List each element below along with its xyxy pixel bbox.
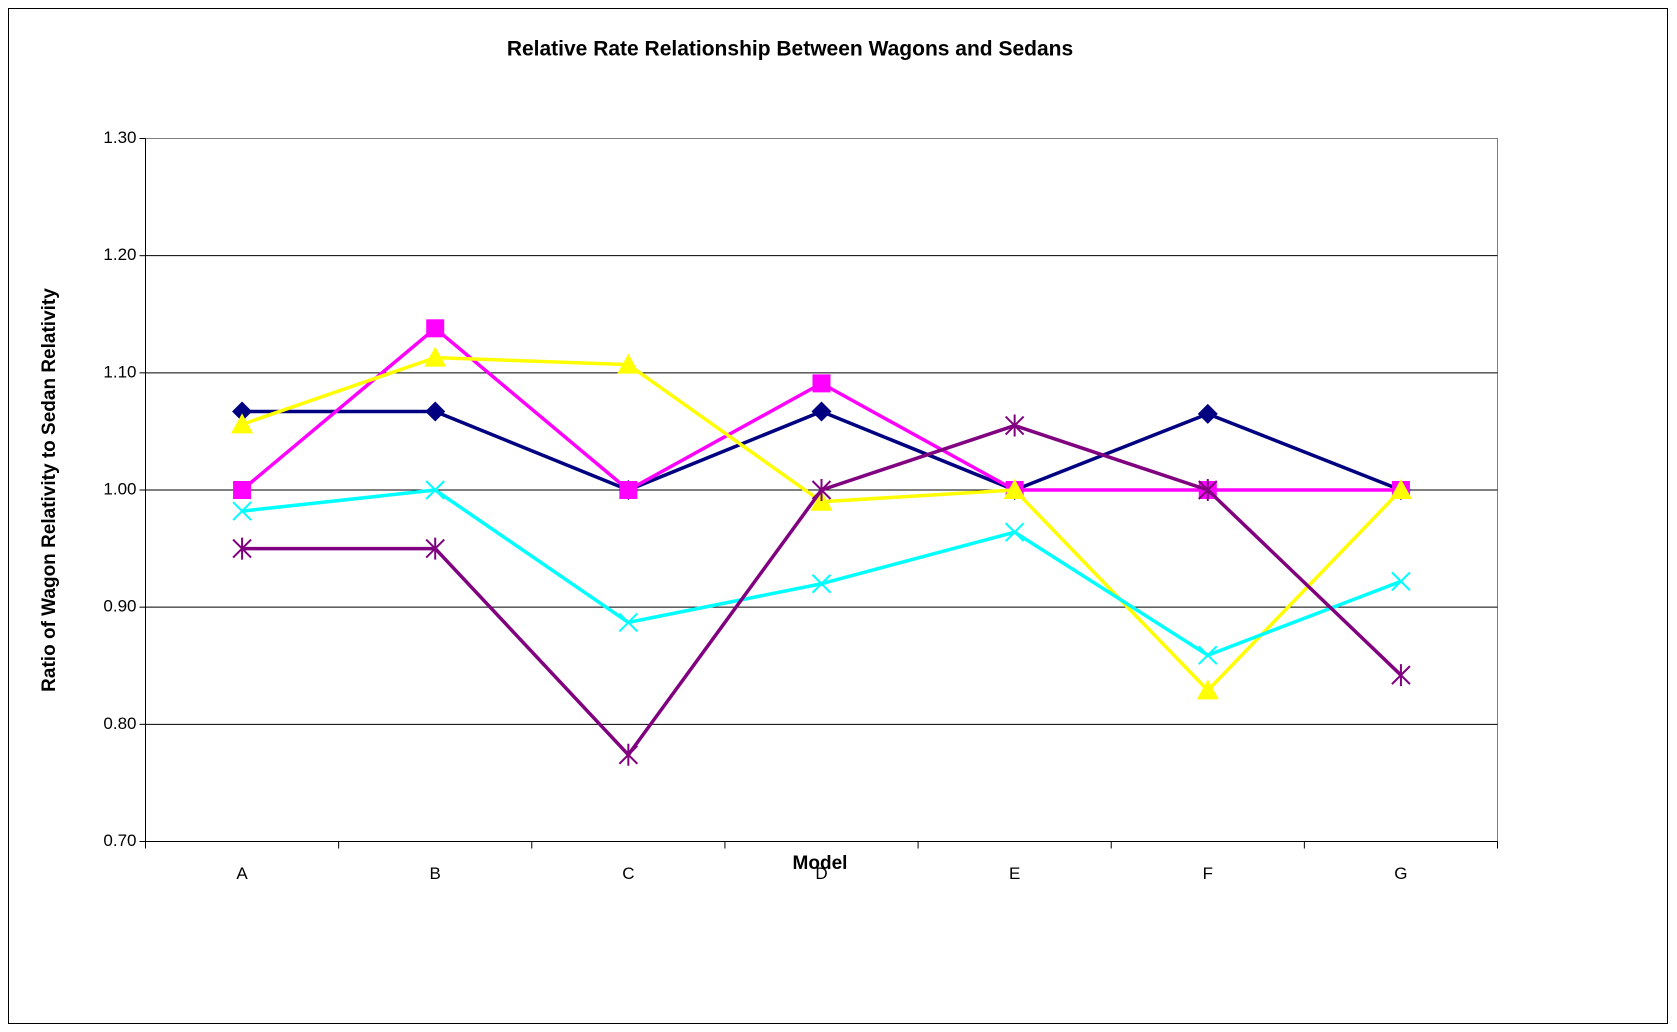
x-marker: [1391, 571, 1411, 592]
triangle-marker: [617, 353, 640, 374]
series: [231, 346, 1412, 700]
triangle-marker: [231, 413, 254, 434]
y-tick-label: 0.70: [103, 831, 136, 850]
star-marker: [232, 537, 252, 560]
triangle-marker: [1196, 679, 1219, 700]
y-tick-label: 1.00: [103, 479, 136, 498]
x-marker: [1004, 522, 1025, 542]
triangle-marker: [1003, 479, 1026, 499]
y-axis-title: Ratio of Wagon Relativity to Sedan Relat…: [39, 288, 60, 692]
x-marker: [425, 480, 445, 500]
star-marker: [811, 479, 832, 501]
x-marker: [811, 574, 832, 594]
x-tick-label: C: [622, 864, 634, 883]
y-tick-label: 0.90: [103, 597, 136, 616]
star-marker: [1004, 414, 1025, 437]
star-marker: [618, 743, 639, 766]
x-marker: [1198, 645, 1218, 665]
square-marker: [619, 481, 638, 499]
square-marker: [233, 481, 252, 499]
x-marker: [618, 612, 639, 633]
y-tick-label: 1.10: [103, 362, 136, 381]
chart-title: Relative Rate Relationship Between Wagon…: [507, 38, 1073, 61]
star-marker: [1391, 664, 1411, 687]
y-tick-label: 1.20: [103, 245, 136, 264]
y-tick-label: 1.30: [103, 128, 136, 147]
triangle-marker: [1389, 479, 1412, 499]
x-tick-label: A: [236, 864, 248, 883]
triangle-marker: [424, 346, 447, 367]
x-axis-title: Model: [793, 853, 848, 874]
x-marker: [232, 501, 252, 521]
diamond-marker: [811, 401, 832, 422]
x-tick-label: D: [815, 864, 827, 883]
star-marker: [1198, 479, 1218, 501]
y-tick-label: 0.80: [103, 714, 136, 733]
diamond-marker: [425, 401, 446, 422]
series: [232, 414, 1411, 766]
diamond-marker: [1197, 403, 1218, 424]
x-tick-label: G: [1394, 864, 1407, 883]
x-tick-label: F: [1203, 864, 1213, 883]
series: [232, 480, 1411, 665]
diamond-marker: [232, 401, 253, 422]
x-tick-label: E: [1009, 864, 1020, 883]
square-marker: [812, 374, 831, 393]
x-tick-label: B: [430, 864, 441, 883]
square-marker: [426, 319, 445, 338]
star-marker: [425, 537, 445, 560]
